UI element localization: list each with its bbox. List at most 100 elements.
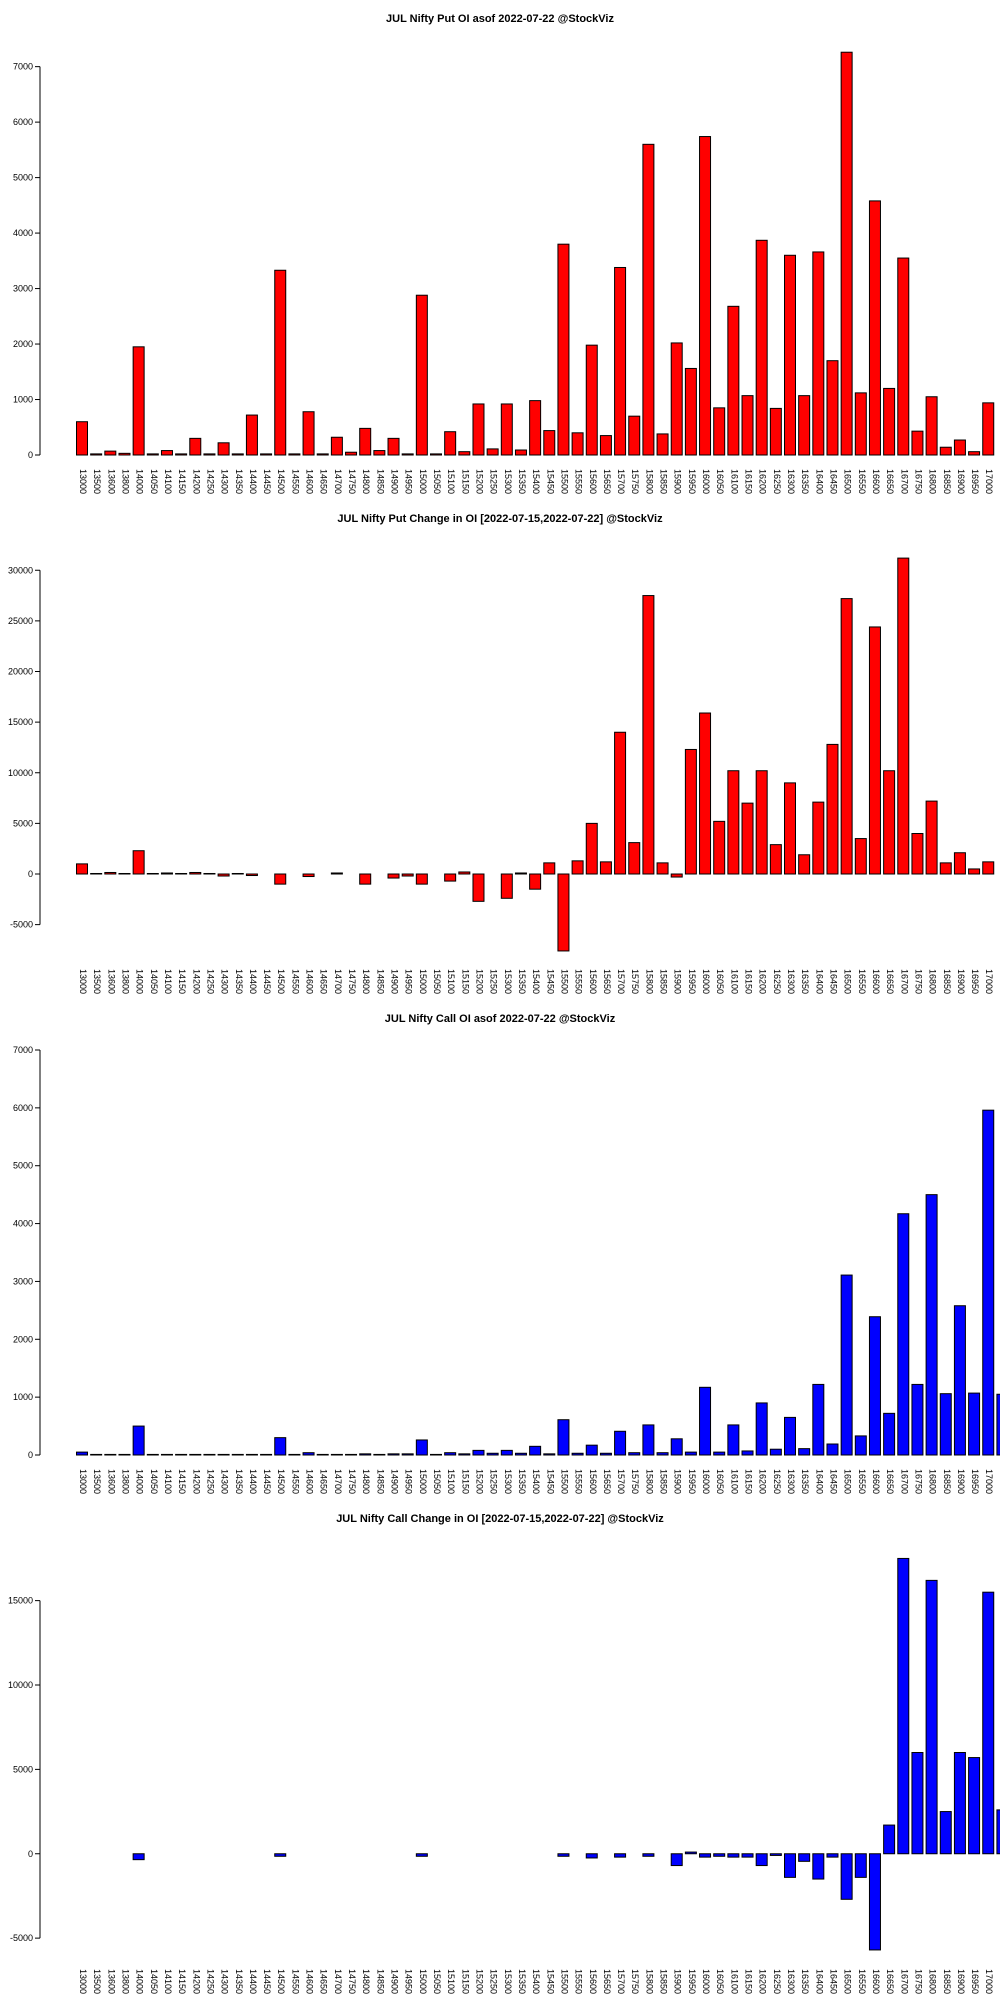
bar	[883, 770, 896, 875]
bar	[415, 294, 428, 456]
x-tick-label: 15850	[659, 1969, 669, 1994]
x-tick-label: 14750	[347, 1969, 357, 1994]
bar	[146, 872, 159, 875]
bar	[599, 1452, 612, 1456]
x-tick-label: 15950	[687, 469, 697, 494]
y-tick-label: 1000	[13, 1392, 33, 1402]
y-tick-label: 0	[28, 1450, 33, 1460]
x-tick-label: 16100	[729, 469, 739, 494]
bar	[699, 712, 712, 875]
x-tick-label: 16800	[928, 469, 938, 494]
y-tick-label: 5000	[13, 1764, 33, 1774]
bar	[727, 1424, 740, 1456]
bar	[444, 431, 457, 456]
bar	[798, 854, 811, 875]
x-tick-label: 16350	[800, 969, 810, 994]
bar	[132, 346, 145, 456]
x-tick-label: 16250	[772, 1469, 782, 1494]
x-tick-label: 16100	[729, 1469, 739, 1494]
bar	[840, 1274, 853, 1456]
y-tick-label: 5000	[13, 1161, 33, 1171]
x-tick-label: 14900	[390, 469, 400, 494]
x-tick-label: 15450	[545, 469, 555, 494]
bar	[713, 407, 726, 456]
y-tick-label: 3000	[13, 284, 33, 294]
y-tick-label: 15000	[8, 1596, 33, 1606]
x-tick-label: 14850	[375, 1969, 385, 1994]
bar	[189, 437, 202, 456]
x-tick-label: 14550	[290, 469, 300, 494]
bar	[628, 842, 641, 875]
bar	[953, 439, 966, 456]
x-tick-label: 14000	[135, 1469, 145, 1494]
x-tick-label: 16450	[828, 1469, 838, 1494]
x-tick-label: 16950	[970, 1969, 980, 1994]
x-tick-label: 15150	[460, 969, 470, 994]
bar	[897, 1213, 910, 1456]
bar	[288, 453, 301, 456]
x-tick-label: 14600	[305, 469, 315, 494]
x-tick-label: 16600	[871, 969, 881, 994]
x-tick-label: 15600	[588, 1969, 598, 1994]
bar	[217, 442, 230, 456]
bar-chart: JUL Nifty Call Change in OI [2022-07-15,…	[8, 1513, 1000, 1994]
x-tick-label: 14650	[319, 1969, 329, 1994]
bar	[784, 1853, 796, 1878]
bar	[245, 414, 258, 456]
x-tick-label: 14600	[305, 1969, 315, 1994]
bar	[571, 1452, 584, 1456]
x-tick-label: 16200	[758, 469, 768, 494]
x-tick-label: 14250	[205, 1969, 215, 1994]
bar	[118, 452, 131, 456]
x-tick-label: 15950	[687, 1969, 697, 1994]
y-tick-label: -5000	[10, 920, 33, 930]
x-tick-label: 13800	[120, 969, 130, 994]
bar	[699, 1853, 712, 1858]
bar	[699, 1386, 712, 1456]
x-tick-label: 16350	[800, 1469, 810, 1494]
x-tick-label: 16650	[885, 1969, 895, 1994]
x-tick-label: 14400	[248, 469, 258, 494]
bar	[599, 435, 612, 456]
bar	[628, 415, 641, 456]
x-tick-label: 15800	[644, 469, 654, 494]
x-tick-label: 13800	[120, 1469, 130, 1494]
x-tick-label: 14950	[404, 1969, 414, 1994]
bar	[925, 1579, 938, 1855]
bar	[755, 1853, 768, 1867]
bar	[175, 872, 188, 875]
x-tick-label: 14450	[262, 469, 272, 494]
x-tick-label: 14200	[191, 1969, 201, 1994]
x-tick-label: 16800	[928, 1469, 938, 1494]
x-tick-label: 13600	[106, 969, 116, 994]
bar	[444, 1452, 457, 1456]
x-tick-label: 16250	[772, 969, 782, 994]
x-tick-label: 15250	[489, 1469, 499, 1494]
bar	[104, 871, 117, 875]
bar	[132, 850, 145, 875]
x-tick-label: 16300	[786, 969, 796, 994]
bar	[330, 872, 343, 875]
x-tick-label: 17000	[984, 1469, 994, 1494]
bar	[939, 446, 952, 456]
bar	[911, 1752, 924, 1855]
x-tick-label: 13000	[78, 1469, 88, 1494]
x-tick-label: 14850	[375, 1469, 385, 1494]
x-tick-label: 15200	[474, 1469, 484, 1494]
y-tick-label: -5000	[10, 1933, 33, 1943]
x-tick-label: 13500	[92, 469, 102, 494]
bar	[769, 1853, 782, 1856]
x-tick-label: 15650	[602, 1969, 612, 1994]
x-tick-label: 15300	[503, 1969, 513, 1994]
x-tick-label: 15100	[446, 969, 456, 994]
bar	[274, 873, 287, 885]
x-tick-label: 15400	[531, 469, 541, 494]
x-tick-label: 14150	[177, 1969, 187, 1994]
y-tick-label: 7000	[13, 62, 33, 72]
bar	[614, 1853, 627, 1858]
x-tick-label: 15450	[545, 969, 555, 994]
bar	[160, 872, 173, 875]
x-tick-label: 14800	[361, 1969, 371, 1994]
y-tick-label: 0	[28, 869, 33, 879]
bar	[939, 1811, 952, 1855]
